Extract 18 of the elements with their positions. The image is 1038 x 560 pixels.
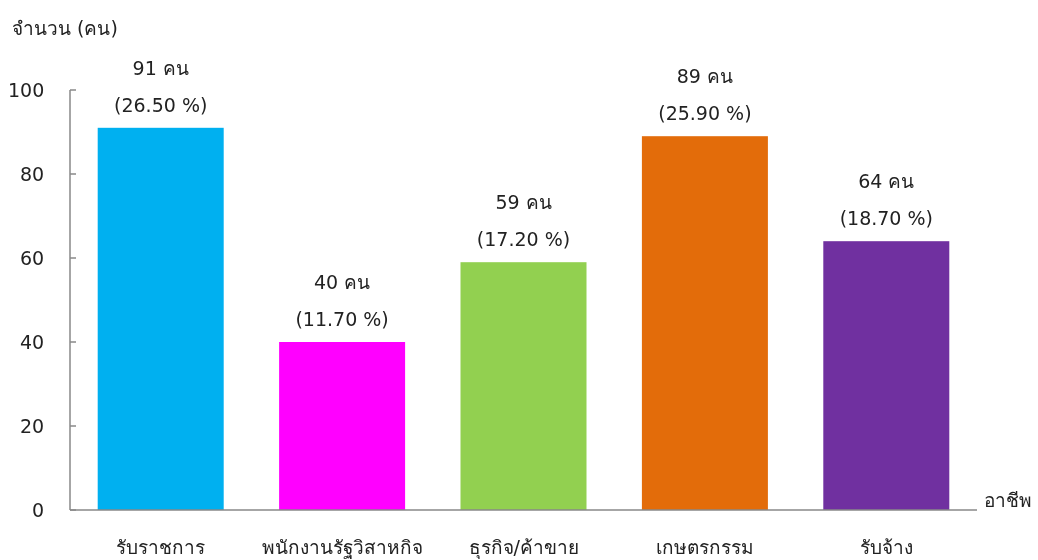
data-label: 64 คน (18.70 %) (838, 169, 934, 232)
x-tick-label: รับจ้าง (859, 535, 913, 560)
x-axis-title: อาชีพ (984, 488, 1032, 513)
data-label: 89 คน (25.90 %) (657, 64, 753, 127)
x-tick-label: ธุรกิจ/ค้าขาย (468, 535, 579, 560)
x-tick-label: รับราชการ (116, 535, 206, 560)
data-label: 40 คน (11.70 %) (294, 270, 390, 332)
y-tick-label: 100 (8, 79, 45, 101)
x-tick-label: พนักงานรัฐวิสาหกิจ (261, 535, 423, 560)
y-tick-label: 80 (20, 163, 45, 185)
y-axis-title: จำนวน (คน) (12, 16, 118, 41)
y-tick-label: 0 (32, 499, 45, 521)
x-tick-label: เกษตรกรรม (655, 535, 754, 560)
data-label: 91 คน (26.50 %) (113, 55, 209, 118)
y-tick-label: 20 (20, 415, 45, 437)
y-tick-label: 40 (20, 331, 45, 353)
y-tick-label: 60 (20, 247, 45, 269)
data-label: 59 คน (17.20 %) (475, 190, 572, 253)
